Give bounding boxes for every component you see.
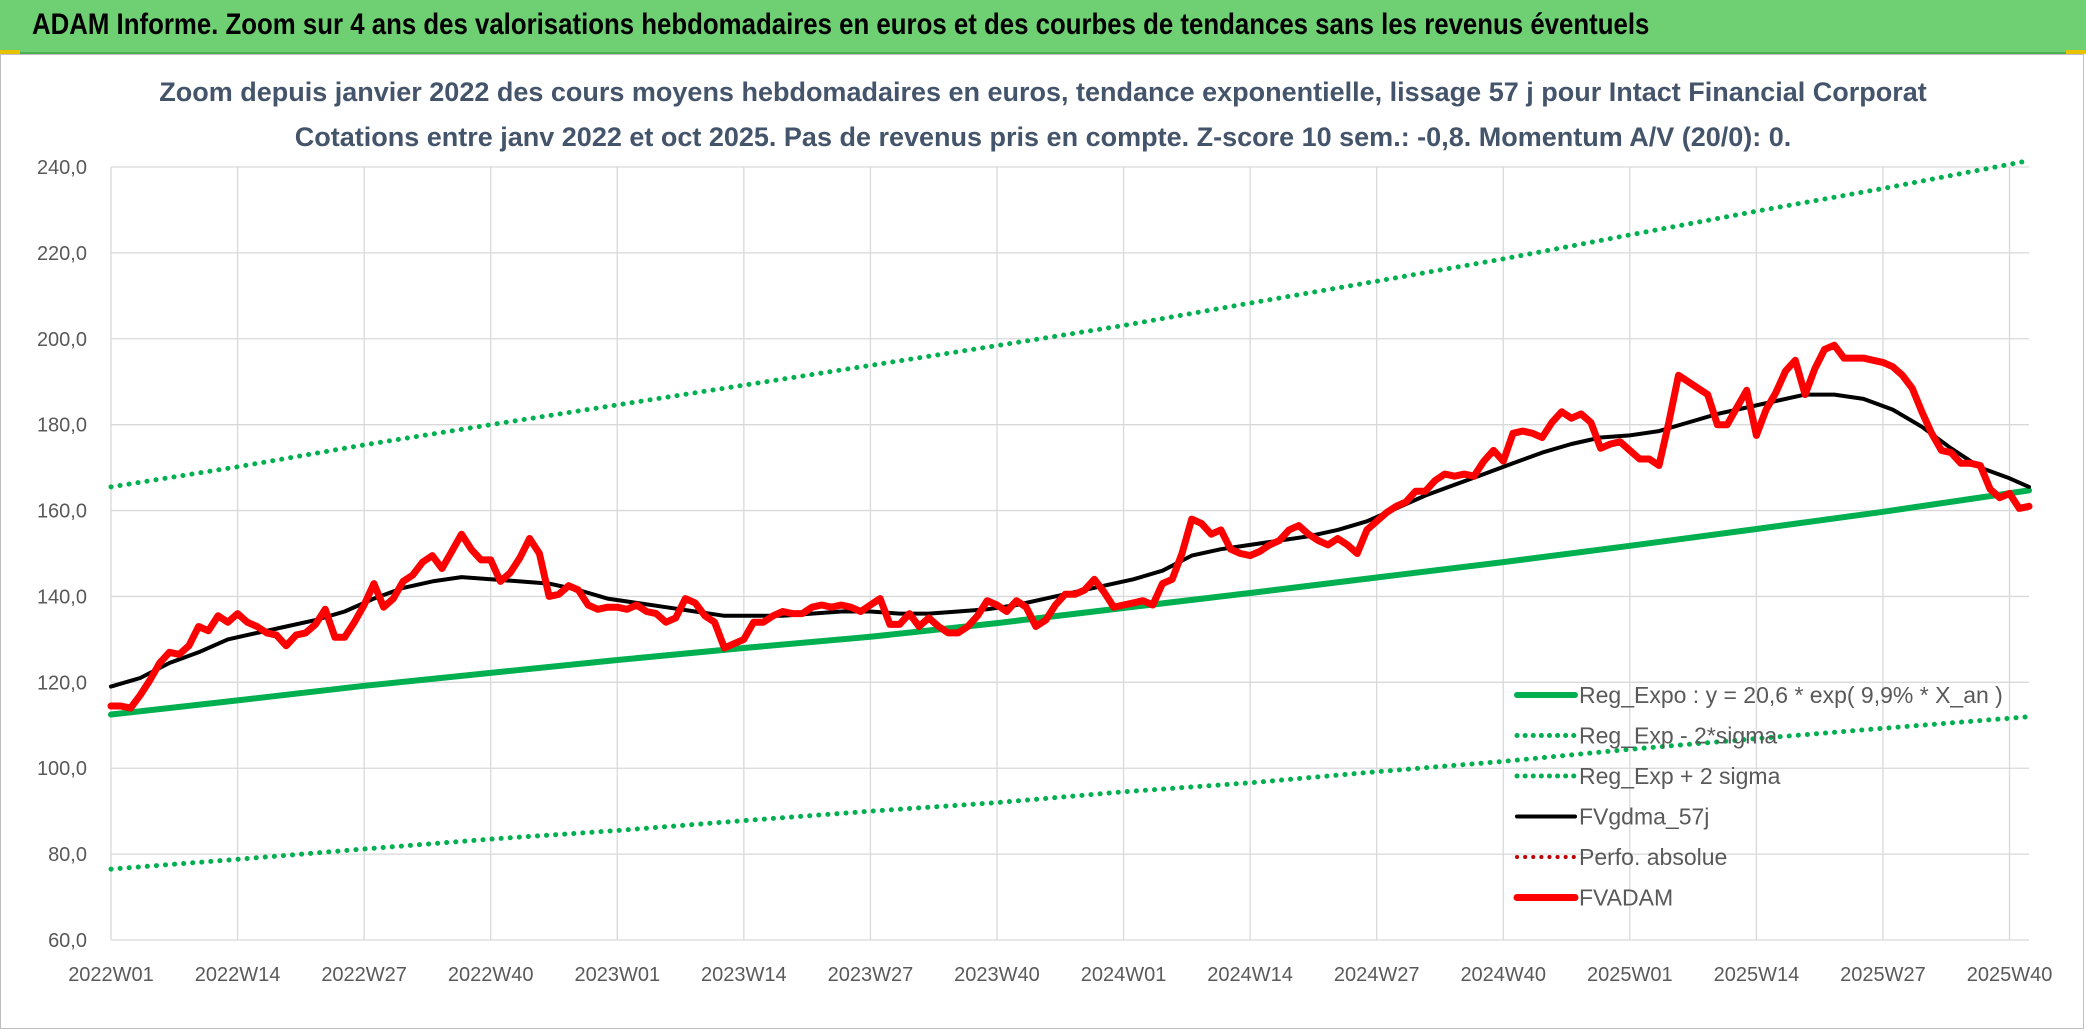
legend: Reg_Expo : y = 20,6 * exp( 9,9% * X_an )… xyxy=(1513,682,2003,911)
x-tick-label: 2024W01 xyxy=(1081,964,1167,986)
y-tick-label: 80,0 xyxy=(48,844,87,866)
legend-label-3: FVgdma_57j xyxy=(1579,804,1709,830)
y-tick-label: 240,0 xyxy=(37,157,87,179)
y-tick-label: 140,0 xyxy=(37,586,87,608)
x-tick-label: 2022W01 xyxy=(68,964,154,986)
x-tick-label: 2025W14 xyxy=(1714,964,1800,986)
x-tick-label: 2023W40 xyxy=(954,964,1040,986)
x-tick-label: 2025W01 xyxy=(1587,964,1673,986)
legend-label-1: Reg_Exp - 2*sigma xyxy=(1579,723,1777,749)
series-layer xyxy=(107,158,2033,872)
legend-label-0: Reg_Expo : y = 20,6 * exp( 9,9% * X_an ) xyxy=(1579,682,2003,708)
x-tick-label: 2022W14 xyxy=(195,964,281,986)
banner-corner-left xyxy=(0,50,20,54)
x-tick-label: 2022W27 xyxy=(321,964,407,986)
x-tick-label: 2023W01 xyxy=(574,964,660,986)
x-tick-label: 2023W27 xyxy=(828,964,914,986)
y-axis: 60,0 80,0 100,0 120,0 140,0 160,0 180,0 200,0 22… xyxy=(37,157,87,952)
y-tick-label: 220,0 xyxy=(37,243,87,265)
y-tick-label: 180,0 xyxy=(37,415,87,437)
y-tick-label: 160,0 xyxy=(37,501,87,523)
x-tick-label: 2022W40 xyxy=(448,964,534,986)
x-tick-label: 2025W40 xyxy=(1967,964,2053,986)
y-tick-label: 100,0 xyxy=(37,758,87,780)
legend-label-5: FVADAM xyxy=(1579,885,1673,911)
x-tick-label: 2024W27 xyxy=(1334,964,1420,986)
legend-label-4: Perfo. absolue xyxy=(1579,844,1727,870)
banner-corner-right xyxy=(2066,50,2086,54)
x-axis: 2022W01 2022W14 2022W27 2022W40 2023W01 2023W… xyxy=(68,964,2052,986)
series-line-1 xyxy=(108,714,2032,872)
chart-frame: Zoom depuis janvier 2022 des cours moyen… xyxy=(0,54,2084,1029)
chart-subtitle: Cotations entre janv 2022 et oct 2025. P… xyxy=(295,122,1792,152)
series-line-0 xyxy=(108,487,2032,718)
y-tick-label: 60,0 xyxy=(48,930,87,952)
x-tick-label: 2024W14 xyxy=(1207,964,1293,986)
series-line-5 xyxy=(107,341,2033,712)
title-banner: ADAM Informe. Zoom sur 4 ans des valoris… xyxy=(0,0,2086,54)
x-tick-label: 2024W40 xyxy=(1460,964,1546,986)
x-tick-label: 2023W14 xyxy=(701,964,787,986)
chart-title: Zoom depuis janvier 2022 des cours moyen… xyxy=(159,77,1927,107)
series-line-2 xyxy=(108,158,2032,490)
legend-label-2: Reg_Exp + 2 sigma xyxy=(1579,763,1781,789)
banner-title: ADAM Informe. Zoom sur 4 ans des valoris… xyxy=(32,8,1650,41)
chart-svg: Zoom depuis janvier 2022 des cours moyen… xyxy=(37,77,2052,986)
y-tick-label: 200,0 xyxy=(37,329,87,351)
x-tick-label: 2025W27 xyxy=(1840,964,1926,986)
y-tick-label: 120,0 xyxy=(37,672,87,694)
gridlines xyxy=(110,166,2029,941)
